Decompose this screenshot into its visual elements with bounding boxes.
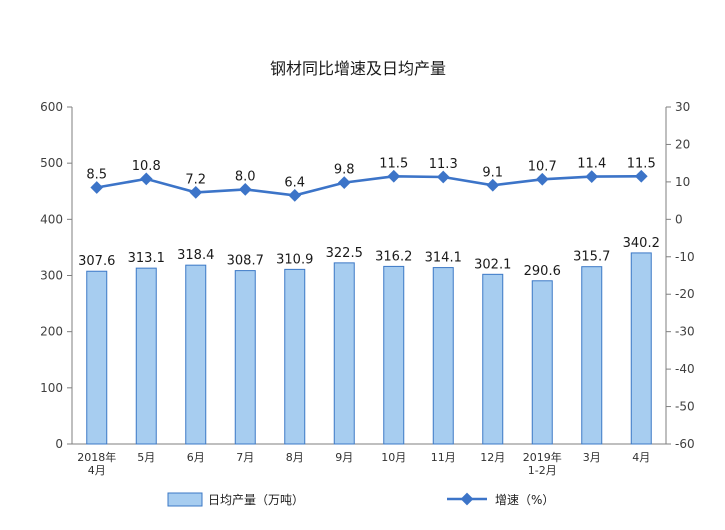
line-series xyxy=(90,169,648,202)
category-label: 9月 xyxy=(335,451,353,464)
growth-line xyxy=(96,174,642,197)
line-point xyxy=(634,169,648,183)
category-label: 2019年 xyxy=(523,450,562,464)
category-label: 10月 xyxy=(381,451,406,464)
bar xyxy=(86,270,108,445)
bar xyxy=(581,266,603,445)
right-tick-label: 20 xyxy=(675,137,690,151)
bar xyxy=(135,267,157,445)
bar xyxy=(333,262,355,445)
bar xyxy=(234,270,256,445)
bar xyxy=(383,265,405,445)
line-data-labels: 8.5 10.8 7.2 8.0 6.4 9.8 11.5 11.3 9.1 10.7 11.4 11… xyxy=(86,156,655,190)
line-value-label: 11.5 xyxy=(379,156,408,171)
bar-value-label: 315.7 xyxy=(573,250,610,265)
line-value-label: 9.8 xyxy=(334,163,355,178)
right-tick-label: -30 xyxy=(675,325,695,339)
bar xyxy=(630,252,652,445)
right-tick-label: -10 xyxy=(675,250,695,264)
line-point xyxy=(288,188,302,202)
bar-value-label: 322.5 xyxy=(326,246,363,261)
category-label: 7月 xyxy=(236,451,254,464)
line-value-label: 10.7 xyxy=(528,159,557,174)
category-label: 11月 xyxy=(431,451,456,464)
legend-bar-label: 日均产量（万吨） xyxy=(208,493,304,507)
line-value-label: 9.1 xyxy=(482,165,503,180)
legend: 日均产量（万吨） 增速（%） xyxy=(167,492,554,507)
legend-bar-swatch xyxy=(167,492,203,507)
bar xyxy=(531,280,553,445)
bar-value-label: 310.9 xyxy=(276,252,313,267)
line-value-label: 11.5 xyxy=(627,156,656,171)
right-tick-label: 10 xyxy=(675,175,690,189)
bar-value-label: 307.6 xyxy=(78,254,115,269)
left-tick-label: 400 xyxy=(40,212,63,226)
line-value-label: 10.8 xyxy=(132,159,161,174)
line-value-label: 8.0 xyxy=(235,169,256,184)
right-tick-label: 0 xyxy=(675,212,683,226)
legend-line-marker xyxy=(460,492,474,506)
category-label: 3月 xyxy=(583,451,601,464)
left-tick-label: 300 xyxy=(40,269,63,283)
line-point xyxy=(387,169,401,183)
right-tick-label: -60 xyxy=(675,437,695,451)
line-point xyxy=(139,172,153,186)
line-point xyxy=(189,185,203,199)
bar xyxy=(432,267,454,445)
bar xyxy=(284,268,306,445)
line-point xyxy=(486,178,500,192)
line-value-label: 11.3 xyxy=(429,157,458,172)
line-value-label: 7.2 xyxy=(185,172,206,187)
bar-value-label: 316.2 xyxy=(375,249,412,264)
line-point xyxy=(238,182,252,196)
bar-value-label: 314.1 xyxy=(425,251,462,266)
chart-title: 钢材同比增速及日均产量 xyxy=(270,59,446,78)
bar-value-label: 302.1 xyxy=(474,257,511,272)
line-point xyxy=(90,181,104,194)
category-label: 2018年 xyxy=(77,450,116,464)
bar-value-label: 318.4 xyxy=(177,248,214,263)
category-label: 5月 xyxy=(137,451,155,464)
left-tick-label: 600 xyxy=(40,100,63,114)
left-tick-label: 500 xyxy=(40,156,63,170)
category-label: 6月 xyxy=(187,451,205,464)
line-point xyxy=(436,170,450,184)
bar-value-label: 313.1 xyxy=(128,251,165,266)
bar xyxy=(482,273,504,445)
left-tick-label: 100 xyxy=(40,381,63,395)
bar-series xyxy=(86,252,652,445)
left-tick-label: 0 xyxy=(55,437,63,451)
right-axis-ticks: -60 -50 -40 -30 -20 -10 0 10 20 30 xyxy=(666,100,695,451)
bar-value-label: 290.6 xyxy=(524,264,561,279)
category-label: 4月 xyxy=(632,451,650,464)
bar-data-labels: 307.6 313.1 318.4 308.7 310.9 322.5 316.2 314.1… xyxy=(78,236,660,279)
line-value-label: 8.5 xyxy=(86,168,107,183)
bar xyxy=(185,264,207,445)
category-label: 8月 xyxy=(286,451,304,464)
right-tick-label: -20 xyxy=(675,287,695,301)
line-value-label: 11.4 xyxy=(577,157,606,172)
bar-value-label: 308.7 xyxy=(227,254,264,269)
legend-line-label: 增速（%） xyxy=(495,493,554,507)
line-value-label: 6.4 xyxy=(284,175,305,190)
bar-value-label: 340.2 xyxy=(623,236,660,251)
line-point xyxy=(585,170,599,183)
right-tick-label: -40 xyxy=(675,362,695,376)
category-label: 1-2月 xyxy=(528,464,557,477)
category-label: 4月 xyxy=(88,464,106,477)
line-point xyxy=(337,176,351,189)
left-axis-ticks: 0 100 200 300 400 500 600 xyxy=(40,100,72,451)
right-tick-label: 30 xyxy=(675,100,690,114)
left-tick-label: 200 xyxy=(40,325,63,339)
line-point xyxy=(535,172,549,186)
right-tick-label: -50 xyxy=(675,400,695,414)
category-label: 12月 xyxy=(480,451,505,464)
